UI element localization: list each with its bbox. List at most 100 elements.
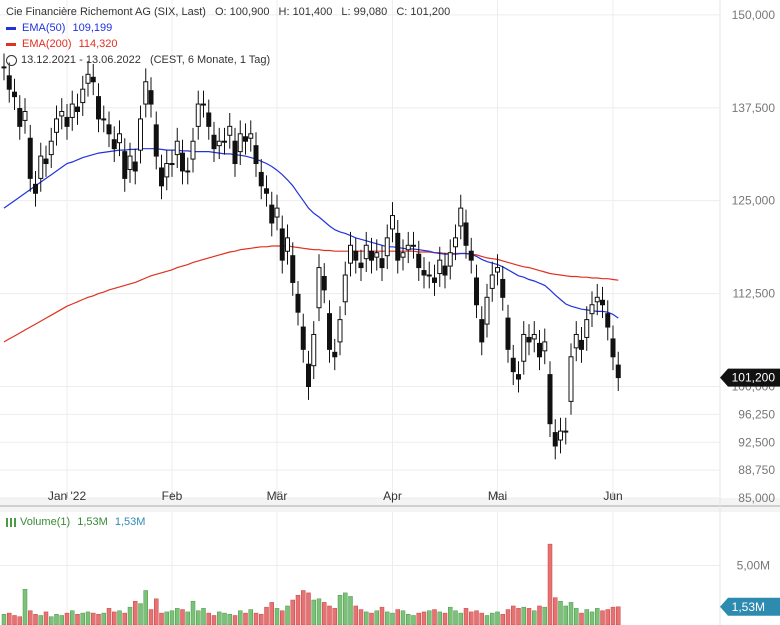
value-badges: 101,200 1,53M: [720, 368, 780, 616]
volume-bar: [70, 610, 75, 625]
candle: [510, 344, 516, 386]
candle: [290, 242, 296, 296]
candle: [405, 231, 411, 264]
volume-bar: [127, 606, 133, 625]
chart-title: Cie Financière Richemont AG (SIX, Last): [6, 6, 206, 18]
volume-bar: [458, 612, 463, 625]
candle: [27, 124, 33, 192]
candle: [552, 419, 558, 460]
volume-bar: [427, 610, 432, 625]
volume-bar: [75, 614, 80, 625]
date-range: 13.12.2021 - 13.06.2022 (CEST, 6 Monate,…: [6, 54, 270, 66]
candle: [321, 263, 327, 304]
candle: [69, 90, 75, 131]
volume-bar: [222, 612, 227, 625]
candle: [453, 224, 458, 261]
candle: [159, 154, 164, 200]
volume-bar: [379, 606, 385, 625]
candle: [295, 280, 301, 326]
volume-bar: [521, 606, 526, 625]
ema200-line: [3, 245, 619, 343]
volume-bars: [1, 543, 621, 625]
volume-bar: [358, 609, 364, 625]
volume-bar: [101, 612, 106, 625]
volume-value-2: 1,53M: [114, 516, 146, 528]
volume-bar: [248, 609, 253, 625]
candle: [22, 98, 28, 134]
volume-bar: [316, 598, 322, 625]
candle: [48, 127, 54, 168]
candle: [38, 142, 44, 192]
candle: [516, 361, 521, 393]
candle: [279, 215, 285, 274]
volume-bar: [164, 611, 169, 625]
volume-bar: [553, 597, 558, 625]
volume-bar: [364, 611, 369, 625]
candle: [264, 175, 269, 207]
legend-ema200[interactable]: EMA(200) 114,320: [6, 38, 118, 50]
candle: [80, 75, 86, 116]
candle: [132, 148, 138, 185]
candle: [269, 191, 275, 237]
x-tick-label: Jun: [603, 489, 622, 503]
volume-bar: [269, 602, 274, 625]
volume-bar: [7, 612, 12, 625]
ohlc-close: C: 101,200: [396, 6, 451, 18]
volume-bar: [28, 610, 33, 625]
candle: [216, 127, 222, 160]
candle: [484, 283, 490, 338]
last-price-badge: 101,200: [720, 368, 780, 387]
candle: [416, 240, 422, 281]
volume-bar: [143, 590, 148, 625]
candle: [369, 237, 374, 274]
candle: [111, 126, 117, 163]
volume-bar: [400, 610, 406, 625]
volume-bar: [1, 614, 7, 625]
candle: [474, 264, 479, 319]
volume-bar: [285, 605, 290, 625]
volume-bar: [43, 611, 49, 625]
volume-bar: [484, 615, 490, 625]
candle: [258, 159, 264, 200]
candle: [75, 93, 80, 125]
volume-bar: [526, 608, 532, 625]
candle: [96, 83, 101, 133]
candle: [542, 328, 548, 365]
candle: [526, 324, 532, 356]
candle: [306, 350, 311, 400]
volume-bar: [505, 609, 511, 625]
legend-ema50[interactable]: EMA(50) 109,199: [6, 22, 112, 34]
candle: [537, 330, 542, 371]
candle: [185, 157, 191, 185]
volume-bar: [211, 615, 217, 625]
y-tick-label: 137,500: [732, 101, 776, 115]
candle: [117, 120, 122, 157]
candle: [584, 306, 590, 351]
ohlc-open: O: 100,900: [214, 6, 270, 18]
volume-bar: [253, 612, 259, 625]
candle: [101, 105, 107, 133]
candle: [1, 53, 7, 81]
volume-bar: [12, 615, 17, 625]
volume-bar: [243, 612, 248, 625]
volume-bar: [38, 615, 43, 625]
volume-bar: [332, 608, 337, 625]
ema200-value: 114,320: [78, 38, 118, 50]
candle: [432, 264, 437, 296]
last-volume-badge: 1,53M: [720, 597, 780, 616]
candle: [531, 321, 537, 353]
volume-bar: [558, 600, 563, 625]
candle: [437, 246, 443, 287]
volume-bar: [169, 610, 175, 625]
volume-bar: [64, 612, 70, 625]
volume-bar: [274, 608, 280, 625]
volume-bar: [91, 612, 96, 625]
volume-bar: [442, 612, 448, 625]
y-tick-label: 125,000: [732, 194, 776, 208]
candle: [379, 245, 385, 281]
volume-bar: [495, 611, 500, 625]
ema200-label: EMA(200): [22, 38, 72, 50]
candle: [33, 170, 38, 207]
volume-bar: [85, 611, 91, 625]
ema50-line: [3, 148, 619, 319]
